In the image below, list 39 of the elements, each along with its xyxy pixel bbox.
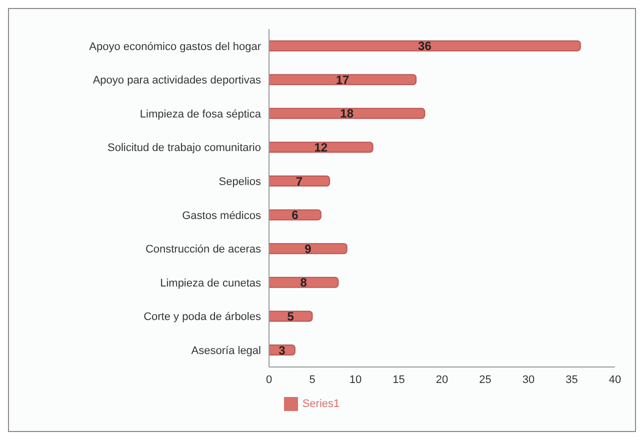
x-tick-label: 40: [608, 374, 622, 386]
bar: [269, 276, 339, 288]
x-tick-label: 30: [522, 374, 535, 386]
bar: [269, 176, 330, 187]
x-tick-label: 20: [436, 374, 448, 386]
data-label: 17: [336, 72, 350, 87]
bar: [269, 209, 322, 220]
y-tick-label: Solicitud de trabajo comunitario: [108, 142, 261, 154]
x-tick-label: 25: [479, 374, 492, 386]
y-tick-label: Corte y poda de árboles: [144, 311, 262, 324]
bar: [269, 142, 374, 153]
x-tick-label: 5: [309, 374, 316, 386]
bar: [269, 74, 417, 86]
x-tick-label: 10: [349, 374, 362, 386]
data-label: 8: [300, 276, 308, 290]
y-tick-label: Sepelios: [218, 176, 262, 188]
data-label: 9: [304, 242, 312, 256]
y-tick-label: Limpieza de cunetas: [160, 277, 262, 290]
y-tick-label: Apoyo para actividades deportivas: [92, 74, 262, 87]
legend-label: Series1: [302, 398, 340, 410]
y-tick-label: Construcción de aceras: [145, 244, 262, 256]
bar: [269, 310, 313, 322]
x-tick-label: 0: [266, 374, 272, 386]
bar: [269, 108, 426, 119]
y-tick-label: Gastos médicos: [182, 210, 262, 222]
x-tick-label: 15: [392, 374, 405, 386]
data-label: 5: [287, 309, 294, 324]
bar: [269, 40, 581, 52]
data-label: 18: [340, 106, 354, 121]
y-tick-label: Limpieza de fosa séptica: [140, 108, 262, 120]
x-tick-label: 35: [566, 374, 578, 386]
data-label: 3: [278, 343, 286, 358]
data-label: 36: [418, 39, 432, 54]
data-label: 7: [296, 174, 303, 188]
y-tick-label: Asesoría legal: [191, 345, 261, 358]
bar: [269, 243, 348, 254]
data-label: 6: [292, 208, 299, 222]
data-label: 12: [314, 140, 328, 154]
y-tick-label: Apoyo económico gastos del hogar: [89, 40, 262, 53]
